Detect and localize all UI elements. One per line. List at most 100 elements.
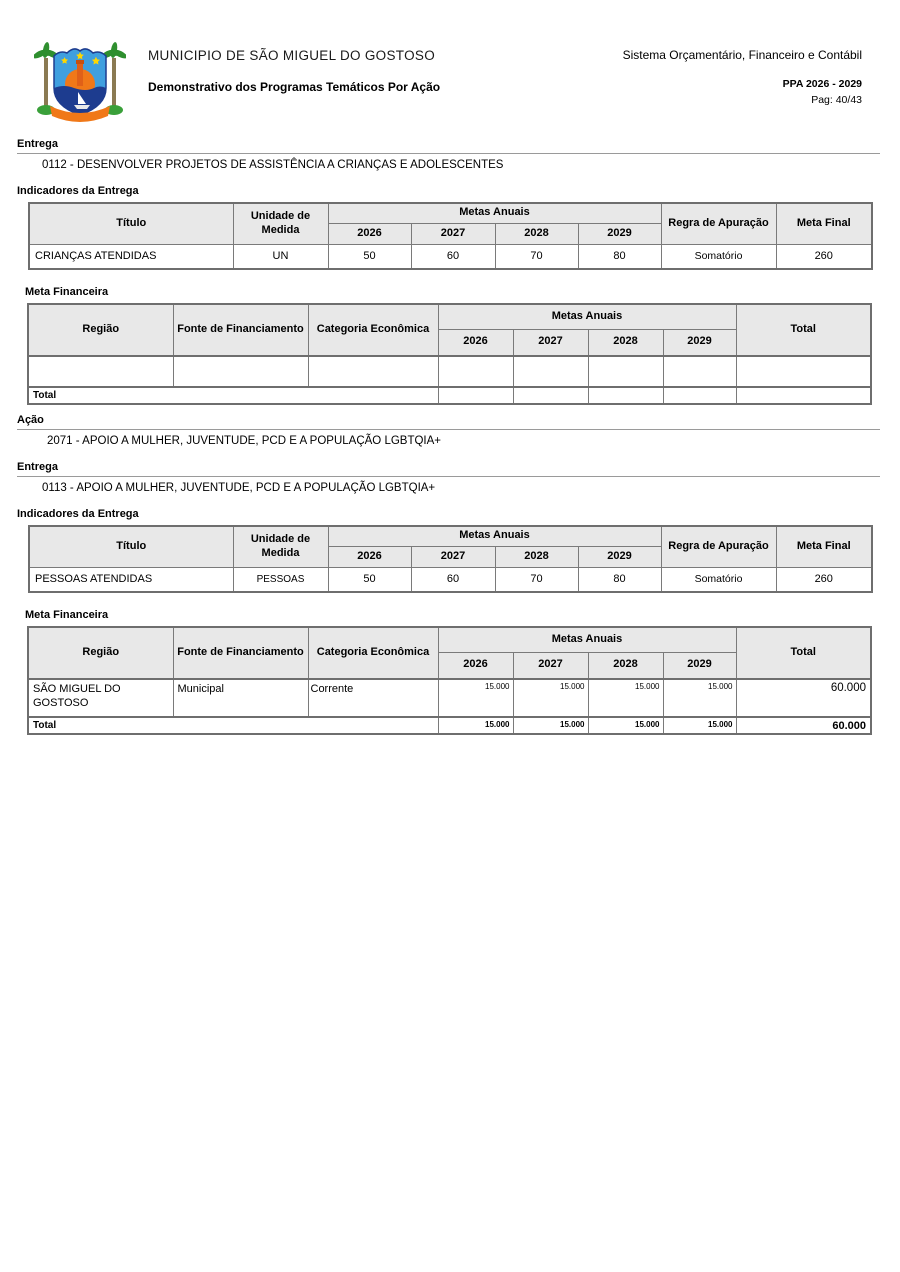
col-header-categoria: Categoria Econômica <box>307 626 439 680</box>
indicator-unit-cell: PESSOAS <box>232 566 329 593</box>
year-amount-cell: 15.000 <box>437 678 514 718</box>
total-year-cell: 15.000 <box>662 716 737 735</box>
year-header: 2028 <box>587 651 664 680</box>
grand-total-cell: 60.000 <box>735 716 872 735</box>
financial-row: SÃO MIGUEL DO GOSTOSO Municipal Corrente… <box>27 678 872 718</box>
total-label-cell: Total <box>27 716 439 735</box>
header-right-block: Sistema Orçamentário, Financeiro e Contá… <box>623 48 862 106</box>
regra-cell: Somatório <box>660 243 777 270</box>
total-year-cell: 15.000 <box>587 716 664 735</box>
year-header: 2026 <box>437 651 514 680</box>
year-header: 2029 <box>577 222 662 245</box>
meta-financeira-heading-1: Meta Financeira <box>25 286 109 298</box>
total-year-cell <box>662 386 737 405</box>
entrega-item-2: 0113 - APOIO A MULHER, JUVENTUDE, PCD E … <box>42 482 436 494</box>
year-amount-cell: 15.000 <box>662 678 737 718</box>
total-year-cell: 15.000 <box>437 716 514 735</box>
page-number: Pag: 40/43 <box>811 94 862 106</box>
regra-cell: Somatório <box>660 566 777 593</box>
col-header-metas-anuais: Metas Anuais <box>437 626 737 653</box>
municipality-name: MUNICIPIO DE SÃO MIGUEL DO GOSTOSO <box>148 48 435 63</box>
financial-table-1: Região Fonte de Financiamento Categoria … <box>27 303 872 405</box>
year-value-cell: 70 <box>494 566 579 593</box>
section-heading-entrega-1: Entrega <box>17 138 880 154</box>
col-header-regra: Regra de Apuração <box>660 202 777 245</box>
col-header-metas-anuais: Metas Anuais <box>327 202 662 224</box>
year-amount-cell <box>437 355 514 388</box>
year-header: 2027 <box>410 222 496 245</box>
year-header: 2029 <box>662 328 737 357</box>
col-header-metas-anuais: Metas Anuais <box>327 525 662 547</box>
ppa-period: PPA 2026 - 2029 <box>782 78 862 90</box>
financial-row <box>27 355 872 388</box>
year-header: 2027 <box>512 328 589 357</box>
financial-total-row: Total 15.000 15.000 15.000 15.000 60.000 <box>27 716 872 735</box>
year-amount-cell: 15.000 <box>587 678 664 718</box>
year-header: 2026 <box>327 545 412 568</box>
row-total-cell <box>735 355 872 388</box>
entrega-item-1: 0112 - DESENVOLVER PROJETOS DE ASSISTÊNC… <box>42 159 504 171</box>
indicator-table-1: Título Unidade de Medida Metas Anuais Re… <box>28 202 873 270</box>
municipal-coat-of-arms-icon <box>34 42 126 122</box>
year-header: 2027 <box>410 545 496 568</box>
year-header: 2029 <box>577 545 662 568</box>
indicator-row: CRIANÇAS ATENDIDAS UN 50 60 70 80 Somató… <box>28 243 873 270</box>
report-content: Entrega 0112 - DESENVOLVER PROJETOS DE A… <box>17 138 880 735</box>
acao-item: 2071 - APOIO A MULHER, JUVENTUDE, PCD E … <box>47 435 442 447</box>
fonte-cell: Municipal <box>172 678 309 718</box>
year-header: 2028 <box>494 222 579 245</box>
year-header: 2028 <box>494 545 579 568</box>
report-title: Demonstrativo dos Programas Temáticos Po… <box>148 80 441 94</box>
system-name: Sistema Orçamentário, Financeiro e Contá… <box>622 48 862 62</box>
year-amount-cell <box>512 355 589 388</box>
col-header-total: Total <box>735 626 872 680</box>
fonte-cell <box>172 355 309 388</box>
year-value-cell: 50 <box>327 243 412 270</box>
shield <box>50 48 110 122</box>
grand-total-cell <box>735 386 872 405</box>
year-header: 2026 <box>327 222 412 245</box>
meta-final-cell: 260 <box>775 243 873 270</box>
col-header-titulo: Título <box>28 202 234 245</box>
section-heading-entrega-2: Entrega <box>17 461 880 477</box>
col-header-fonte: Fonte de Financiamento <box>172 303 309 357</box>
year-amount-cell: 15.000 <box>512 678 589 718</box>
year-amount-cell <box>587 355 664 388</box>
year-amount-cell <box>662 355 737 388</box>
year-header: 2026 <box>437 328 514 357</box>
indicator-title-cell: PESSOAS ATENDIDAS <box>28 566 234 593</box>
total-year-cell <box>512 386 589 405</box>
indicator-unit-cell: UN <box>232 243 329 270</box>
col-header-total: Total <box>735 303 872 357</box>
categoria-cell: Corrente <box>307 678 439 718</box>
col-header-unidade: Unidade de Medida <box>232 202 329 245</box>
total-year-cell <box>587 386 664 405</box>
regiao-cell: SÃO MIGUEL DO GOSTOSO <box>27 678 174 718</box>
col-header-categoria: Categoria Econômica <box>307 303 439 357</box>
col-header-titulo: Título <box>28 525 234 568</box>
col-header-unidade: Unidade de Medida <box>232 525 329 568</box>
section-heading-acao: Ação <box>17 414 880 430</box>
indicadores-heading-2: Indicadores da Entrega <box>17 508 139 520</box>
year-value-cell: 70 <box>494 243 579 270</box>
col-header-regiao: Região <box>27 626 174 680</box>
year-header: 2029 <box>662 651 737 680</box>
total-year-cell <box>437 386 514 405</box>
ribbon <box>50 106 110 122</box>
year-value-cell: 50 <box>327 566 412 593</box>
total-year-cell: 15.000 <box>512 716 589 735</box>
indicadores-heading-1: Indicadores da Entrega <box>17 185 139 197</box>
page-header: MUNICIPIO DE SÃO MIGUEL DO GOSTOSO Demon… <box>0 0 900 138</box>
year-value-cell: 80 <box>577 566 662 593</box>
year-value-cell: 80 <box>577 243 662 270</box>
financial-table-2: Região Fonte de Financiamento Categoria … <box>27 626 872 735</box>
col-header-meta-final: Meta Final <box>775 202 873 245</box>
year-header: 2027 <box>512 651 589 680</box>
col-header-meta-final: Meta Final <box>775 525 873 568</box>
indicator-title-cell: CRIANÇAS ATENDIDAS <box>28 243 234 270</box>
year-value-cell: 60 <box>410 243 496 270</box>
year-header: 2028 <box>587 328 664 357</box>
col-header-fonte: Fonte de Financiamento <box>172 626 309 680</box>
indicator-table-2: Título Unidade de Medida Metas Anuais Re… <box>28 525 873 593</box>
